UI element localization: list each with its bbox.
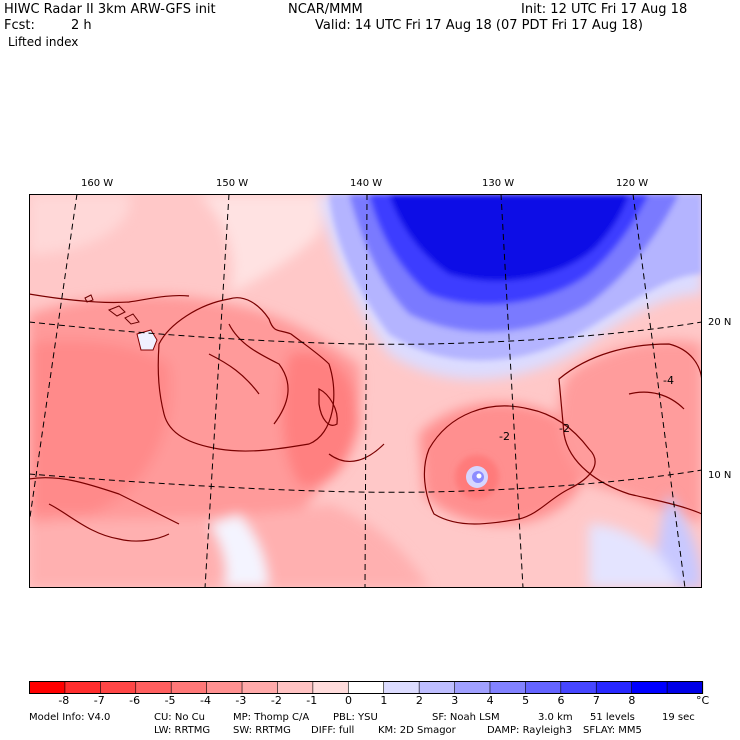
color-scale-cell — [560, 681, 597, 694]
color-scale-tick-label: -8 — [58, 694, 70, 707]
model-title: HIWC Radar II 3km ARW-GFS init — [4, 2, 216, 17]
color-scale-tick-label: 4 — [486, 694, 494, 707]
lon-label-150w: 150 W — [216, 178, 249, 189]
color-scale-tick-label: 7 — [592, 694, 600, 707]
color-scale-cell — [29, 681, 66, 694]
color-scale-cell — [100, 681, 137, 694]
color-scale-tick-label: -2 — [270, 694, 282, 707]
color-scale-cell — [489, 681, 526, 694]
color-scale-tick-label: -1 — [306, 694, 318, 707]
cu-scheme: CU: No Cu — [154, 712, 205, 723]
color-scale-tick-label: -4 — [200, 694, 211, 707]
contour-label: -2 — [559, 422, 570, 435]
sflay-option: SFLAY: MM5 — [583, 725, 642, 736]
color-scale-cell — [241, 681, 279, 694]
fcst-label: Fcst: — [4, 18, 35, 33]
color-scale-cell — [454, 681, 491, 694]
color-scale-tick-label: 3 — [451, 694, 459, 707]
contour-label: -2 — [499, 430, 510, 443]
map-frame — [29, 194, 702, 588]
color-scale-cell — [347, 681, 385, 694]
lon-label-130w: 130 W — [482, 178, 515, 189]
timestep: 19 sec — [662, 712, 695, 723]
color-scale-tick-label: 6 — [557, 694, 565, 707]
color-scale-cell — [631, 681, 668, 694]
color-scale-cell — [418, 681, 456, 694]
resolution: 3.0 km — [538, 712, 573, 723]
org-label: NCAR/MMM — [288, 2, 363, 17]
lw-scheme: LW: RRTMG — [154, 725, 211, 736]
color-scale-tick-label: -5 — [164, 694, 176, 707]
color-scale-tick-label: -6 — [129, 694, 141, 707]
color-scale-tick-label: 1 — [380, 694, 388, 707]
lon-label-140w: 140 W — [350, 178, 383, 189]
field-name: Lifted index — [8, 35, 79, 49]
init-time: Init: 12 UTC Fri 17 Aug 18 — [521, 2, 688, 17]
color-scale-cell — [595, 681, 633, 694]
km-option: KM: 2D Smagor — [378, 725, 456, 736]
mp-scheme: MP: Thomp C/A — [233, 712, 310, 723]
levels: 51 levels — [590, 712, 635, 723]
color-scale-cell — [312, 681, 349, 694]
color-scale-cell — [277, 681, 314, 694]
color-scale-tick-label: -7 — [93, 694, 105, 707]
color-scale-cell — [206, 681, 243, 694]
unit-label: °C — [696, 694, 710, 707]
pbl-scheme: PBL: YSU — [333, 712, 378, 723]
color-scale-tick-label: 5 — [522, 694, 530, 707]
color-scale-cell — [170, 681, 208, 694]
lat-label-20n: 20 N — [708, 317, 732, 328]
sf-scheme: SF: Noah LSM — [432, 712, 500, 723]
contour-label: -4 — [663, 374, 674, 387]
color-scale-bar — [29, 681, 704, 694]
lat-label-10n: 10 N — [708, 470, 732, 481]
valid-time: Valid: 14 UTC Fri 17 Aug 18 (07 PDT Fri … — [315, 18, 643, 33]
color-scale-cell — [666, 681, 704, 694]
fcst-value: 2 h — [71, 18, 92, 33]
color-scale-cell — [135, 681, 172, 694]
color-scale-cell — [525, 681, 562, 694]
color-scale-cell — [64, 681, 101, 694]
color-scale-tick-label: 2 — [415, 694, 423, 707]
model-info: Model Info: V4.0 — [29, 712, 111, 723]
damp-option: DAMP: Rayleigh3 — [487, 725, 573, 736]
color-scale-cell — [383, 681, 420, 694]
lon-label-120w: 120 W — [616, 178, 649, 189]
color-scale-tick-label: -3 — [235, 694, 247, 707]
color-scale-tick-label: 0 — [344, 694, 352, 707]
diff-option: DIFF: full — [311, 725, 355, 736]
lon-label-160w: 160 W — [81, 178, 114, 189]
color-scale-tick-label: 8 — [628, 694, 636, 707]
sw-scheme: SW: RRTMG — [233, 725, 291, 736]
lifted-index-map: -2 -2 -4 — [29, 194, 702, 588]
